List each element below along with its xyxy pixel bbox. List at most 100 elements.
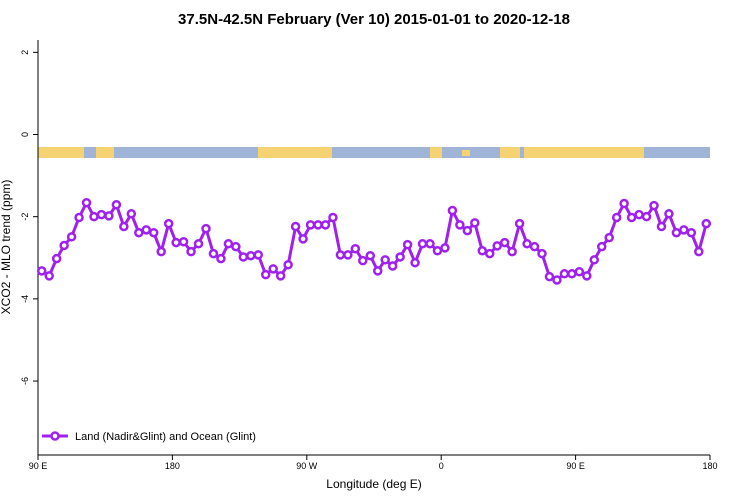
data-point <box>283 260 293 270</box>
data-point <box>567 269 577 279</box>
data-point <box>619 198 629 209</box>
data-point <box>171 237 181 248</box>
data-point <box>455 220 465 230</box>
data-point <box>328 212 338 223</box>
data-point <box>59 240 69 251</box>
data-point <box>66 232 77 242</box>
data-point <box>275 271 286 281</box>
data-point <box>544 271 555 282</box>
data-point <box>499 237 510 248</box>
data-point <box>178 236 189 247</box>
data-point <box>559 269 570 279</box>
data-point <box>484 248 495 259</box>
data-point <box>522 239 532 249</box>
data-point <box>671 227 682 238</box>
data-point <box>626 212 637 223</box>
x-tick-label: 90 E <box>566 461 585 471</box>
data-point <box>447 205 458 216</box>
data-point <box>186 246 196 257</box>
data-point <box>440 243 450 253</box>
data-point <box>537 248 547 259</box>
x-tick-label: 0 <box>439 461 444 471</box>
data-point <box>201 223 211 234</box>
data-point <box>119 221 129 232</box>
data-point <box>36 266 47 276</box>
data-point <box>268 264 278 274</box>
data-point <box>89 211 99 222</box>
data-point <box>589 255 600 265</box>
data-point <box>417 239 428 249</box>
data-point <box>126 209 137 219</box>
data-point <box>193 239 204 249</box>
data-point <box>81 197 92 208</box>
data-point <box>582 271 592 281</box>
data-point <box>156 246 166 257</box>
data-point <box>664 209 674 219</box>
data-point <box>290 221 301 232</box>
data-point <box>298 234 308 244</box>
land-ocean-strip <box>38 147 710 158</box>
data-point <box>529 241 540 252</box>
data-point <box>656 221 667 232</box>
y-axis-label: XCO2 - MLO trend (ppm) <box>0 180 13 315</box>
data-point <box>260 269 271 280</box>
data-point <box>596 241 607 252</box>
data-point <box>208 248 219 259</box>
x-tick-label: 180 <box>165 461 180 471</box>
data-point <box>223 239 234 249</box>
data-point <box>350 243 361 254</box>
x-tick-label: 90 E <box>29 461 48 471</box>
data-point <box>604 232 614 243</box>
data-point <box>432 246 443 256</box>
data-point <box>641 211 652 222</box>
data-point <box>574 266 585 277</box>
data-point <box>425 239 435 249</box>
data-point <box>372 266 383 276</box>
data-point <box>305 220 316 230</box>
data-point <box>686 227 697 238</box>
x-tick-label: 90 W <box>296 461 318 471</box>
data-point <box>163 218 174 229</box>
x-tick-label: 180 <box>702 461 717 471</box>
data-point <box>141 225 152 235</box>
y-tick-label: 0 <box>20 132 30 137</box>
data-point <box>694 246 704 257</box>
data-point <box>96 209 107 220</box>
data-point <box>44 271 54 281</box>
data-point <box>216 253 226 264</box>
data-point <box>343 250 353 260</box>
y-tick-label: -4 <box>20 295 30 303</box>
data-point <box>320 220 331 230</box>
data-point <box>410 257 420 268</box>
data-point <box>492 241 502 251</box>
data-point <box>253 250 264 260</box>
data-point <box>611 212 622 223</box>
data-point <box>387 261 398 271</box>
data-point <box>246 250 256 261</box>
data-point <box>477 246 488 256</box>
x-axis-label: Longitude (deg E) <box>326 477 421 491</box>
data-point <box>365 250 376 261</box>
data-point <box>649 200 659 211</box>
data-point <box>514 218 525 229</box>
data-point <box>701 218 712 229</box>
legend-label: Land (Nadir&Glint) and Ocean (Glint) <box>75 431 256 443</box>
legend-marker <box>50 431 60 441</box>
chart-title: 37.5N-42.5N February (Ver 10) 2015-01-01… <box>178 11 570 28</box>
data-point <box>313 220 323 230</box>
data-point <box>462 225 473 236</box>
data-point <box>51 253 62 264</box>
data-point <box>507 246 517 257</box>
data-point <box>358 255 368 266</box>
data-point <box>380 255 390 265</box>
data-point <box>679 225 689 235</box>
data-point <box>470 218 480 228</box>
y-tick-label: -6 <box>20 377 30 385</box>
data-point <box>231 241 241 252</box>
data-point <box>74 212 84 223</box>
data-point <box>552 275 562 285</box>
data-point <box>402 239 413 250</box>
y-tick-label: -2 <box>20 213 30 221</box>
data-point <box>395 252 405 262</box>
